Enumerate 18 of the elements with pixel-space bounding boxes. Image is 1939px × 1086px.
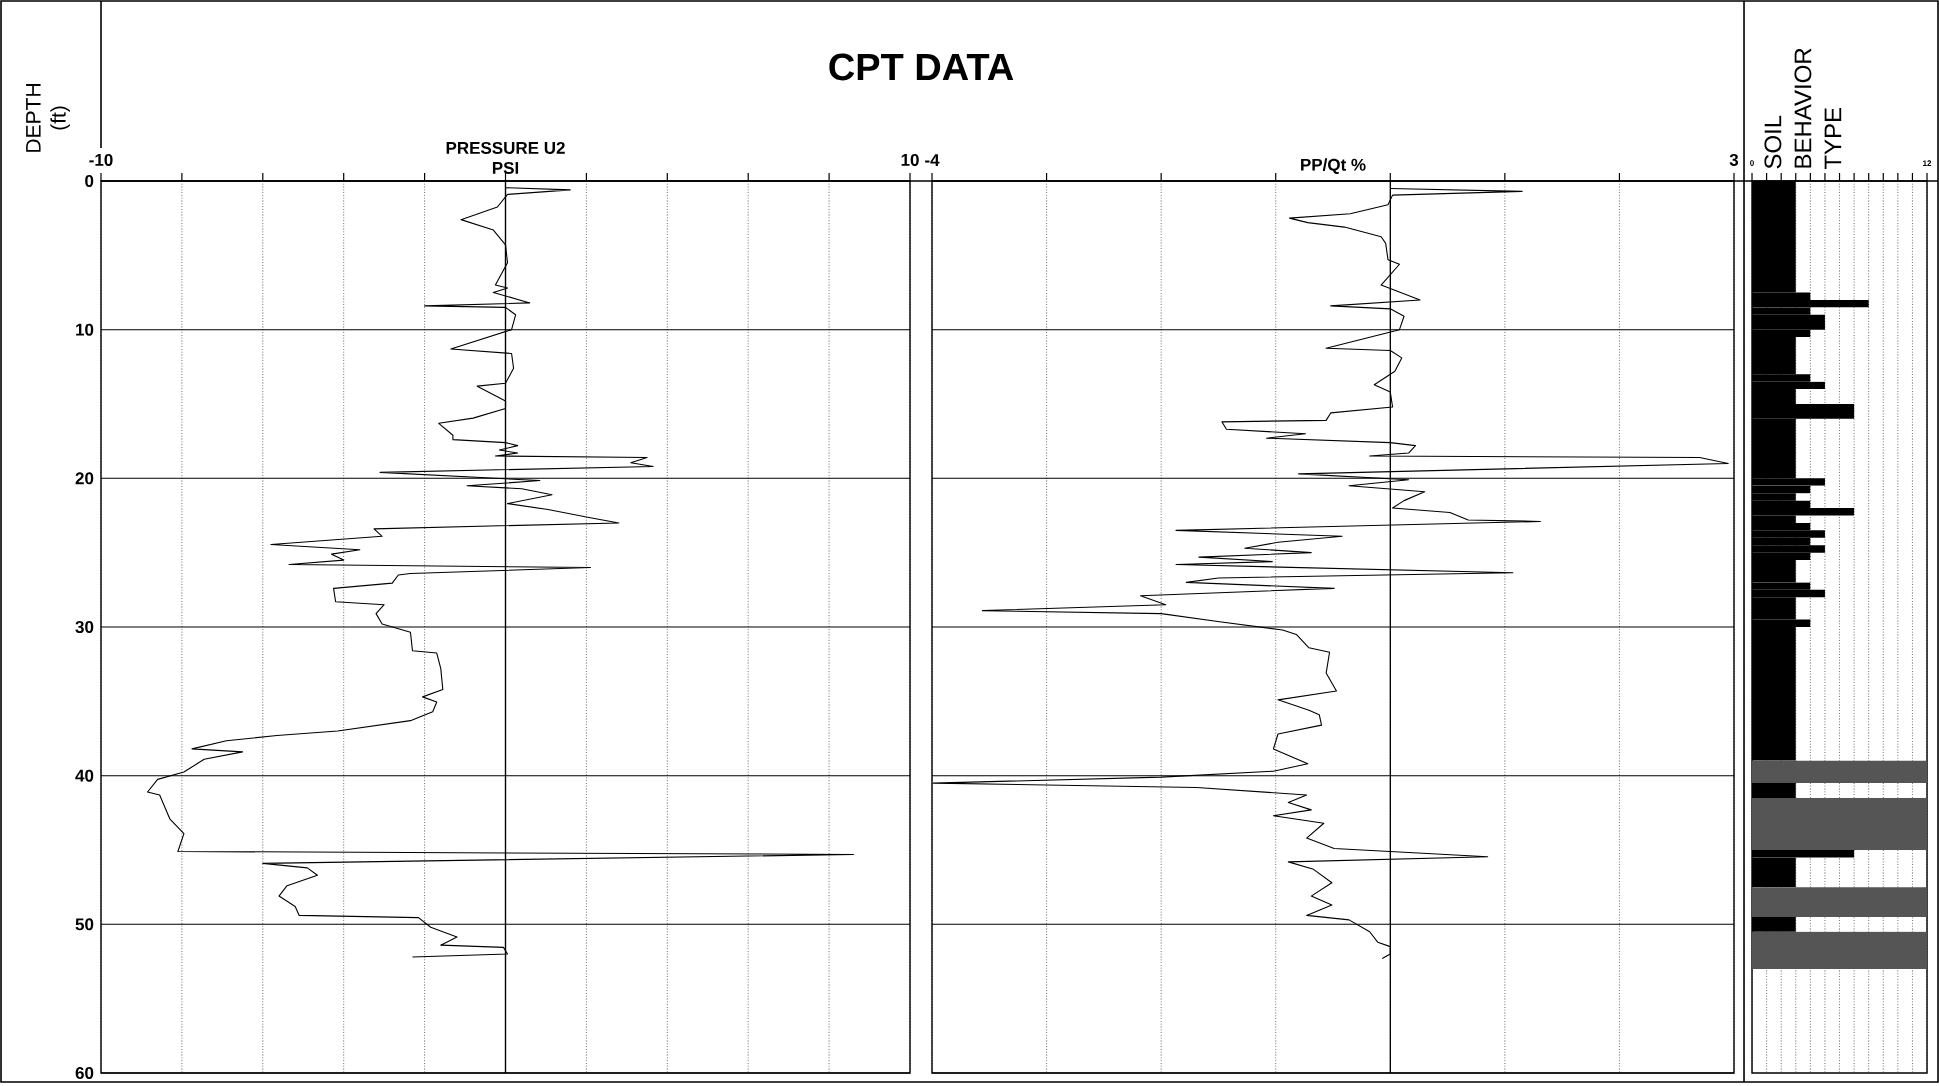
y-tick-label: 30: [75, 621, 94, 634]
x-tick-label: 0: [1750, 160, 1754, 167]
x-tick-label: 3: [1729, 154, 1739, 167]
y-tick-label: 20: [75, 472, 94, 485]
x-tick-label: 10: [901, 154, 919, 167]
y-tick-label: 0: [85, 175, 94, 188]
chart-title: SOIL BEHAVIOR TYPE: [1764, 48, 1842, 170]
y-tick-label: 40: [75, 769, 94, 782]
x-axis-title: PP/Qt %: [1301, 158, 1366, 175]
x-axis-title: PRESSURE U2 PSI: [446, 142, 565, 175]
chart-title: CPT DATA: [829, 53, 1014, 81]
x-tick-label: -10: [89, 154, 113, 167]
y-tick-label: 10: [76, 323, 94, 336]
y-tick-label: 60: [75, 1067, 94, 1080]
x-tick-label: 12: [1923, 160, 1932, 167]
y-axis-title: DEPTH (ft): [26, 84, 70, 152]
x-tick-label: -4: [925, 154, 940, 167]
y-tick-label: 50: [75, 918, 94, 931]
